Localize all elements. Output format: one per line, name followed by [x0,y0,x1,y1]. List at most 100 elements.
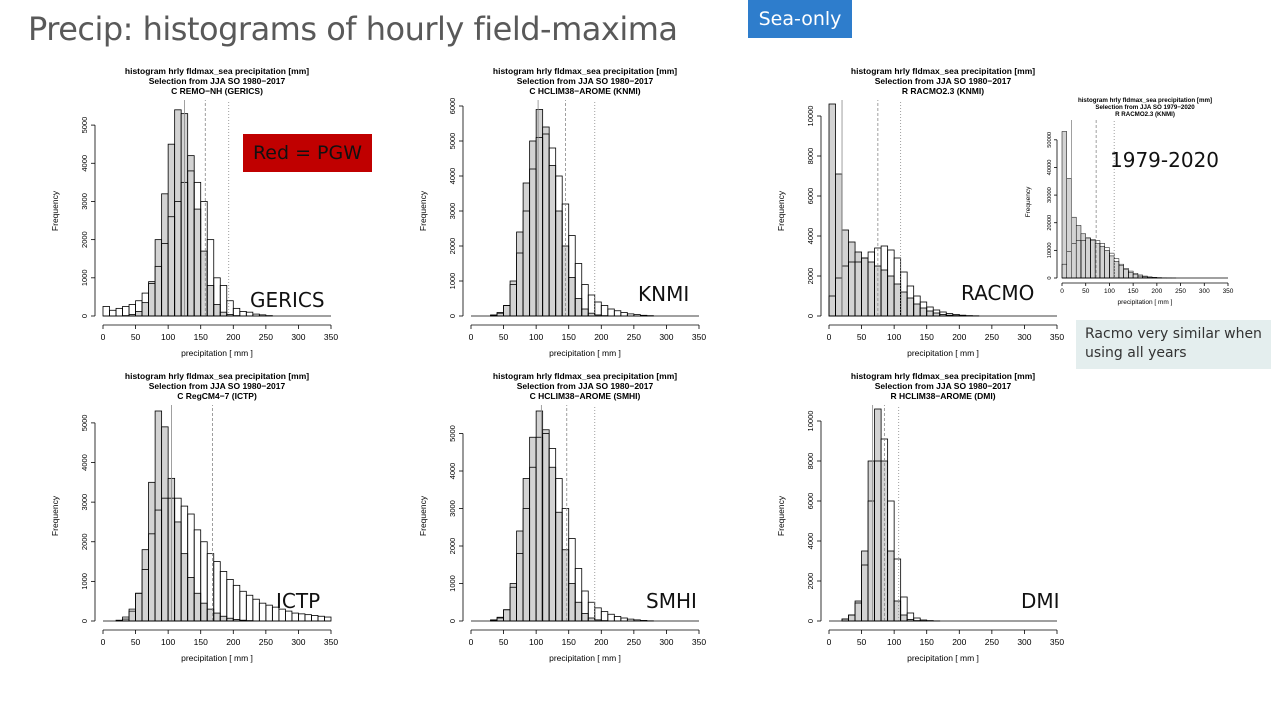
bar-pgw [594,301,602,317]
x-tick-label: 350 [1223,288,1234,295]
bar-control [516,231,524,317]
bar-control [906,297,915,317]
y-tick-label: 4000 [806,533,815,550]
histogram-dmi: histogram hrly fldmax_sea precipitation … [776,371,1064,663]
y-tick-label: 1000 [80,573,89,590]
x-tick-label: 200 [594,332,608,342]
bar-pgw [219,285,228,317]
bar-control [926,310,934,317]
bar-control [522,182,531,317]
bar-pgw [607,613,615,622]
bar-control [542,126,550,317]
model-label-smhi: SMHI [646,589,697,613]
x-tick-label: 300 [1017,332,1031,342]
y-tick-label: 50000 [1047,132,1053,148]
bar-control [1066,178,1072,279]
bar-control [893,600,902,622]
x-axis-label: precipitation [ mm ] [181,653,253,663]
x-tick-label: 250 [259,332,273,342]
bar-control [1071,216,1077,279]
x-tick-label: 0 [827,637,832,647]
chart-title-line: Selection from JJA SO 1980−2017 [149,381,286,391]
x-tick-label: 0 [101,332,106,342]
x-tick-label: 250 [1175,288,1186,295]
bar-pgw [258,602,267,622]
bar-control [516,530,524,622]
bar-control [535,109,544,317]
bar-pgw [245,311,254,317]
histogram-racmo-all-years: histogram hrly fldmax_sea precipitation … [1025,97,1234,306]
bar-control [180,553,189,622]
model-label-ictp: ICTP [276,589,321,613]
bar-control [581,308,589,317]
chart-title-line: Selection from JJA SO 1980−2017 [875,381,1012,391]
y-tick-label: 5000 [448,425,457,442]
bar-pgw [291,612,299,622]
bar-pgw [607,308,615,317]
x-tick-label: 200 [952,637,966,647]
histogram-ictp: histogram hrly fldmax_sea precipitation … [50,371,338,663]
x-tick-label: 50 [131,637,141,647]
y-tick-label: 0 [80,314,89,318]
bar-control [154,410,163,622]
bar-pgw [239,590,247,622]
x-tick-label: 150 [920,637,934,647]
y-tick-label: 5000 [448,133,457,150]
bar-control [161,193,169,317]
x-tick-label: 100 [529,637,543,647]
bar-pgw [102,306,110,317]
bar-control [1128,272,1134,279]
model-label-racmo: RACMO [961,281,1035,305]
x-tick-label: 0 [827,332,832,342]
bar-control [587,312,596,317]
y-tick-label: 0 [806,314,815,318]
bar-control [555,210,563,317]
bar-control [835,173,843,317]
y-tick-label: 4000 [448,463,457,480]
y-tick-label: 1000 [80,269,89,286]
bar-control [861,550,869,622]
bar-control [1109,255,1115,279]
chart-title-line: histogram hrly fldmax_sea precipitation … [125,371,309,381]
x-tick-label: 200 [594,637,608,647]
bar-control [148,281,156,317]
bar-control [874,408,882,622]
bar-control [867,460,876,622]
y-tick-label: 3000 [80,494,89,511]
x-tick-label: 150 [562,332,576,342]
bar-control [932,312,941,317]
x-tick-label: 0 [469,332,474,342]
x-tick-label: 250 [627,637,641,647]
x-tick-label: 50 [857,637,867,647]
slide-title: Precip: histograms of hourly field-maxim… [28,10,678,48]
bar-control [509,280,518,317]
bar-control [141,549,150,622]
y-tick-label: 2000 [448,538,457,555]
bar-control [135,311,143,317]
x-axis-label: precipitation [ mm ] [181,348,253,358]
x-tick-label: 350 [692,332,706,342]
y-tick-label: 10000 [1047,242,1053,258]
bar-control [574,298,583,317]
bar-control [542,429,550,622]
bar-control [1061,131,1067,279]
x-tick-label: 100 [161,332,175,342]
x-tick-label: 100 [887,332,901,342]
bar-control [167,143,176,317]
x-tick-label: 50 [857,332,867,342]
bar-control [187,155,195,317]
histogram-smhi: histogram hrly fldmax_sea precipitation … [418,371,706,663]
x-tick-label: 50 [131,332,141,342]
bar-control [496,617,504,622]
chart-title-line: C RegCM4−7 (ICTP) [177,391,257,401]
chart-title-line: histogram hrly fldmax_sea precipitation … [493,66,677,76]
bar-control [503,305,511,317]
x-tick-label: 250 [985,637,999,647]
bar-control [893,283,902,317]
chart-title-line: R HCLIM38−AROME (DMI) [890,391,995,401]
bar-control [154,239,163,317]
bar-control [193,592,202,622]
y-tick-label: 3000 [80,193,89,210]
chart-title-line: histogram hrly fldmax_sea precipitation … [125,66,309,76]
bar-control [848,614,856,622]
